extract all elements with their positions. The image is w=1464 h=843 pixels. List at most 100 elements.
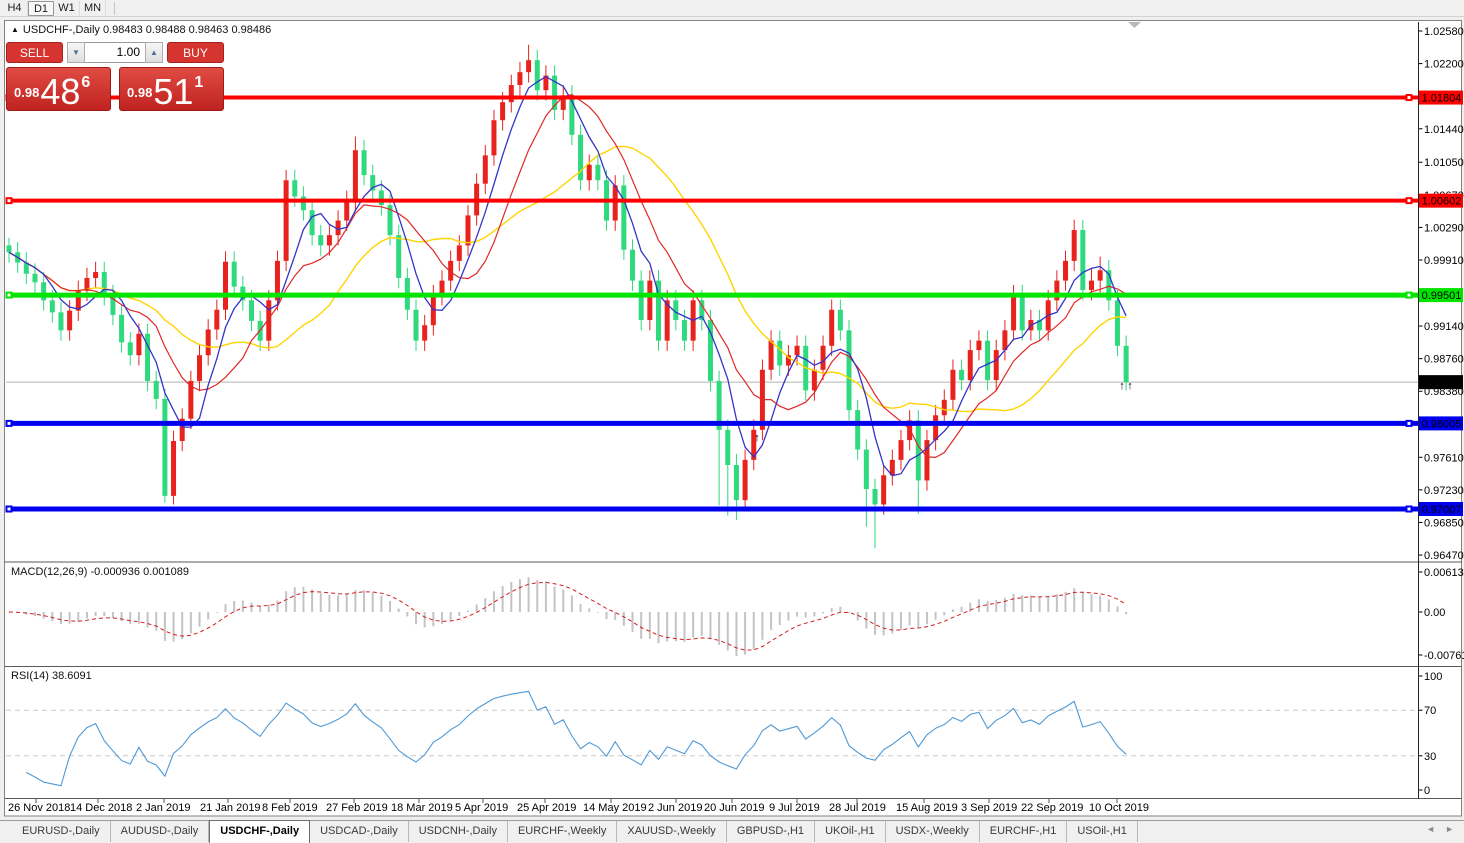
svg-text:27 Feb 2019: 27 Feb 2019 [326, 802, 388, 814]
chart-tab-usdx-weekly[interactable]: USDX-,Weekly [886, 821, 980, 842]
chart-tab-eurchf-weekly[interactable]: EURCHF-,Weekly [508, 821, 618, 842]
rsi-label: RSI(14) 38.6091 [11, 670, 92, 682]
timeframe-button-d1[interactable]: D1 [28, 0, 54, 16]
toolbar-separator [114, 1, 115, 15]
svg-text:0.96850: 0.96850 [1424, 517, 1464, 529]
sell-price-button[interactable]: 0.98 48 6 [6, 67, 111, 111]
tab-scroll-controls: ◄ ► [1426, 824, 1454, 834]
sell-price-big: 48 [40, 71, 81, 112]
svg-text:70: 70 [1424, 705, 1436, 717]
chart-title: USDCHF-,Daily [22, 24, 100, 36]
svg-text:1.02580: 1.02580 [1424, 26, 1464, 38]
hline-0.99501[interactable] [5, 291, 1419, 299]
svg-text:1.02200: 1.02200 [1424, 59, 1464, 71]
buy-price-button[interactable]: 0.98 51 1 [119, 67, 224, 111]
hline-0.97007[interactable] [5, 505, 1419, 513]
chart-tab-audusd-daily[interactable]: AUDUSD-,Daily [111, 821, 210, 842]
volume-control: ▼ 1.00 ▲ [67, 42, 163, 63]
collapse-panel-icon[interactable]: ▲ [11, 25, 19, 34]
svg-text:9 Jul 2019: 9 Jul 2019 [769, 802, 820, 814]
volume-decrease-icon[interactable]: ▼ [67, 42, 85, 63]
rsi-line [26, 690, 1127, 787]
svg-text:0.98005: 0.98005 [1422, 418, 1462, 430]
sell-button[interactable]: SELL [6, 42, 63, 63]
tab-scroll-right-icon[interactable]: ► [1445, 824, 1454, 834]
sell-price-pip: 6 [81, 74, 91, 91]
price-axis: 1.025801.022001.014401.010501.006701.002… [1418, 26, 1464, 562]
svg-text:3 Sep 2019: 3 Sep 2019 [961, 802, 1017, 814]
rsi-name: RSI(14) [11, 670, 49, 682]
svg-text:10 Oct 2019: 10 Oct 2019 [1089, 802, 1149, 814]
chart-header: ▲ USDCHF-,Daily 0.98483 0.98488 0.98463 0… [11, 24, 271, 36]
macd-indicator: 0.00613 0.00 -0.007612 [8, 567, 1464, 662]
volume-increase-icon[interactable]: ▲ [145, 42, 163, 63]
svg-text:0.00: 0.00 [1424, 607, 1445, 619]
hline-1.00602[interactable] [5, 197, 1419, 205]
chart-tab-eurchf-h1[interactable]: EURCHF-,H1 [980, 821, 1068, 842]
trade-arrow-marker: ↑ [1127, 380, 1133, 392]
chart-tab-xauusd-weekly[interactable]: XAUUSD-,Weekly [617, 821, 727, 842]
svg-text:0: 0 [1424, 785, 1430, 797]
svg-text:8 Feb 2019: 8 Feb 2019 [262, 802, 318, 814]
timeframe-button-h4[interactable]: H4 [2, 0, 28, 16]
candles-layer [6, 44, 1129, 549]
svg-text:2 Jun 2019: 2 Jun 2019 [648, 802, 702, 814]
svg-text:0.99501: 0.99501 [1422, 290, 1462, 302]
volume-input[interactable]: 1.00 [85, 42, 145, 63]
svg-text:2 Jan 2019: 2 Jan 2019 [136, 802, 190, 814]
svg-text:1.00602: 1.00602 [1422, 196, 1462, 208]
svg-text:15 Aug 2019: 15 Aug 2019 [896, 802, 958, 814]
svg-text:0.97610: 0.97610 [1424, 452, 1464, 464]
svg-text:1.00290: 1.00290 [1424, 222, 1464, 234]
svg-text:25 Apr 2019: 25 Apr 2019 [517, 802, 576, 814]
chart-ohlc-values: 0.98483 0.98488 0.98463 0.98486 [102, 24, 272, 36]
buy-price-prefix: 0.98 [127, 85, 153, 100]
svg-text:0.97230: 0.97230 [1424, 485, 1464, 497]
svg-text:21 Jan 2019: 21 Jan 2019 [200, 802, 261, 814]
buy-price-big: 51 [153, 71, 194, 112]
svg-text:0.97007: 0.97007 [1422, 504, 1462, 516]
chart-tab-eurusd-daily[interactable]: EURUSD-,Daily [12, 821, 111, 842]
timeframe-button-mn[interactable]: MN [80, 0, 106, 16]
chart-tab-usoil-h1[interactable]: USOil-,H1 [1067, 821, 1138, 842]
trade-arrow-marker: ↑ [754, 432, 760, 444]
timeframe-button-w1[interactable]: W1 [54, 0, 80, 16]
sell-price-prefix: 0.98 [14, 85, 40, 100]
macd-name: MACD(12,26,9) [11, 566, 88, 578]
macd-label: MACD(12,26,9) -0.000936 0.001089 [11, 566, 189, 578]
scroll-to-end-icon[interactable] [1128, 22, 1141, 28]
chart-tab-usdchf-daily[interactable]: USDCHF-,Daily [209, 820, 311, 843]
current-price-badge [1419, 375, 1463, 390]
ma-slow-line [8, 145, 1127, 413]
chart-tab-ukoil-h1[interactable]: UKOil-,H1 [815, 821, 886, 842]
timeframe-toolbar: H4 D1 W1 MN [0, 0, 1464, 17]
svg-text:30: 30 [1424, 751, 1436, 763]
hline-0.98005[interactable] [5, 419, 1419, 427]
svg-text:14 Dec 2018: 14 Dec 2018 [70, 802, 132, 814]
chart-tab-gbpusd-h1[interactable]: GBPUSD-,H1 [727, 821, 816, 842]
svg-text:0.00613: 0.00613 [1424, 567, 1464, 579]
chart-tab-usdcad-daily[interactable]: USDCAD-,Daily [310, 821, 409, 842]
svg-text:20 Jun 2019: 20 Jun 2019 [704, 802, 765, 814]
svg-text:0.99140: 0.99140 [1424, 321, 1464, 333]
svg-text:0.96470: 0.96470 [1424, 550, 1464, 562]
one-click-trade-panel: SELL ▼ 1.00 ▲ BUY 0.98 48 6 0.98 51 1 [6, 42, 224, 112]
trade-arrow-marker: ↑ [1119, 380, 1125, 392]
rsi-value: 38.6091 [51, 670, 92, 682]
macd-signal-line [8, 581, 1127, 651]
svg-text:5 Apr 2019: 5 Apr 2019 [455, 802, 508, 814]
macd-values: -0.000936 0.001089 [90, 566, 189, 578]
svg-text:0.99910: 0.99910 [1424, 255, 1464, 267]
buy-button[interactable]: BUY [167, 42, 224, 63]
chart-window [4, 20, 1462, 817]
svg-text:26 Nov 2018: 26 Nov 2018 [8, 802, 70, 814]
svg-text:0.98380: 0.98380 [1424, 386, 1464, 398]
svg-text:14 May 2019: 14 May 2019 [583, 802, 647, 814]
svg-text:100: 100 [1424, 671, 1442, 683]
svg-text:22 Sep 2019: 22 Sep 2019 [1021, 802, 1083, 814]
svg-text:0.98486: 0.98486 [1422, 377, 1462, 389]
chart-tab-usdcnh-daily[interactable]: USDCNH-,Daily [409, 821, 508, 842]
tab-scroll-left-icon[interactable]: ◄ [1426, 824, 1436, 834]
svg-text:-0.007612: -0.007612 [1424, 650, 1464, 662]
